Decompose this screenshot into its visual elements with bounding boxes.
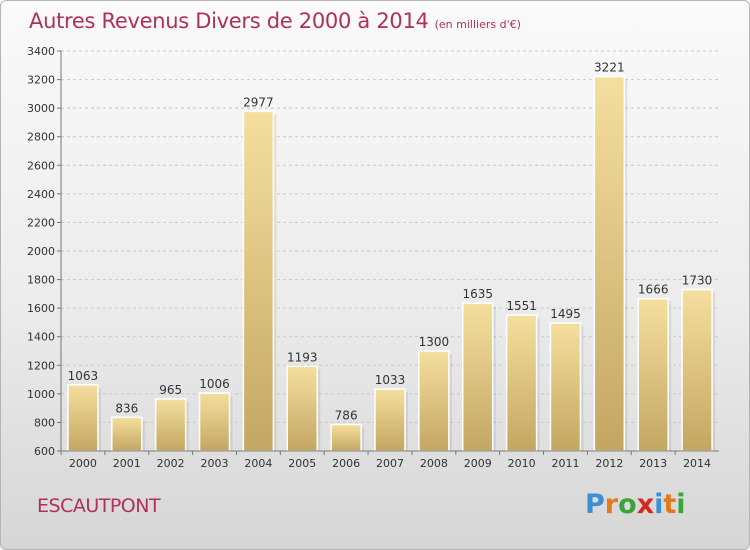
bar-2004[interactable] xyxy=(242,110,275,452)
y-tick-label: 600 xyxy=(34,445,55,458)
logo-letter: i xyxy=(676,489,686,520)
x-tick-label-2010: 2010 xyxy=(508,457,536,470)
bars: 1063 836 965 1006 2977 1193 786 1033 1300 1635 155… xyxy=(67,61,716,452)
x-tick-label-2001: 2001 xyxy=(113,457,141,470)
bar-2010[interactable] xyxy=(505,314,538,452)
y-tick-label: 2800 xyxy=(27,131,55,144)
bar-2006[interactable] xyxy=(330,423,362,452)
x-tick-label-2013: 2013 xyxy=(639,457,667,470)
x-tick-label-2005: 2005 xyxy=(288,457,316,470)
value-label-2013: 1666 xyxy=(638,283,669,297)
logo-letter: r xyxy=(604,489,619,520)
bar-2007[interactable] xyxy=(374,388,406,452)
x-tick-label-2003: 2003 xyxy=(201,457,229,470)
y-tick-label: 3200 xyxy=(27,74,55,87)
value-label-2009: 1635 xyxy=(462,287,493,301)
y-tick-label: 2000 xyxy=(27,245,55,258)
x-tick-label-2014: 2014 xyxy=(683,457,711,470)
x-tick-label-2000: 2000 xyxy=(69,457,97,470)
y-tick-label: 2400 xyxy=(27,188,55,201)
bar-2008[interactable] xyxy=(418,350,450,452)
y-tick-label: 1800 xyxy=(27,274,55,287)
title-unit: (en milliers d'€) xyxy=(434,18,521,31)
bar-2014[interactable] xyxy=(681,288,713,452)
bar-2009[interactable] xyxy=(461,302,494,452)
bar-2012[interactable] xyxy=(593,75,626,452)
y-tick-label: 3000 xyxy=(27,102,55,115)
y-tick-label: 1400 xyxy=(27,331,55,344)
value-label-2003: 1006 xyxy=(199,377,230,391)
logo-letter: P xyxy=(585,489,605,520)
value-label-2014: 1730 xyxy=(682,274,713,288)
x-tick-label-2004: 2004 xyxy=(244,457,272,470)
bar-2002[interactable] xyxy=(154,398,187,452)
value-label-2002: 965 xyxy=(159,383,182,397)
value-label-2010: 1551 xyxy=(506,299,537,313)
x-tick-label-2006: 2006 xyxy=(332,457,360,470)
bar-2000[interactable] xyxy=(67,384,99,452)
value-label-2005: 1193 xyxy=(287,350,318,364)
chart-title: Autres Revenus Divers de 2000 à 2014 (en … xyxy=(29,9,521,33)
x-tick-label-2009: 2009 xyxy=(464,457,492,470)
y-tick-label: 1200 xyxy=(27,359,55,372)
value-label-2000: 1063 xyxy=(68,369,99,383)
y-tick-label: 1000 xyxy=(27,388,55,401)
logo-letter: t xyxy=(663,489,677,520)
y-tick-label: 1600 xyxy=(27,302,55,315)
x-tick-label-2012: 2012 xyxy=(595,457,623,470)
value-label-2004: 2977 xyxy=(243,95,274,109)
x-axis-ticks: 2000 2001 2002 2003 2004 2005 2006 2007 2008 2009… xyxy=(60,451,711,470)
x-tick-label-2007: 2007 xyxy=(376,457,404,470)
logo-letter: i xyxy=(654,489,664,520)
value-label-2001: 836 xyxy=(115,401,138,415)
value-label-2007: 1033 xyxy=(375,373,406,387)
x-tick-label-2008: 2008 xyxy=(420,457,448,470)
title-main: Autres Revenus Divers de 2000 à 2014 xyxy=(29,9,429,33)
value-label-2008: 1300 xyxy=(419,335,450,349)
bar-2001[interactable] xyxy=(111,416,143,452)
y-tick-label: 3400 xyxy=(27,45,55,58)
proxiti-logo[interactable]: Proxiti xyxy=(585,489,686,520)
x-tick-label-2011: 2011 xyxy=(551,457,579,470)
y-tick-label: 2200 xyxy=(27,216,55,229)
value-label-2006: 786 xyxy=(335,408,358,422)
location-label: ESCAUTPONT xyxy=(37,495,161,517)
y-axis-ticks: 600 800 1000 1200 1400 1600 1800 2000 2200 2400 26… xyxy=(27,45,61,458)
bar-2011[interactable] xyxy=(549,322,582,452)
y-tick-label: 800 xyxy=(34,416,55,429)
value-label-2012: 3221 xyxy=(594,61,625,75)
bar-2013[interactable] xyxy=(637,297,669,452)
bar-2005[interactable] xyxy=(286,365,319,452)
logo-letter: o xyxy=(618,489,637,520)
value-label-2011: 1495 xyxy=(550,307,581,321)
y-tick-label: 2600 xyxy=(27,159,55,172)
x-tick-label-2002: 2002 xyxy=(157,457,185,470)
logo-letter: x xyxy=(636,489,655,520)
bar-2003[interactable] xyxy=(198,392,231,452)
